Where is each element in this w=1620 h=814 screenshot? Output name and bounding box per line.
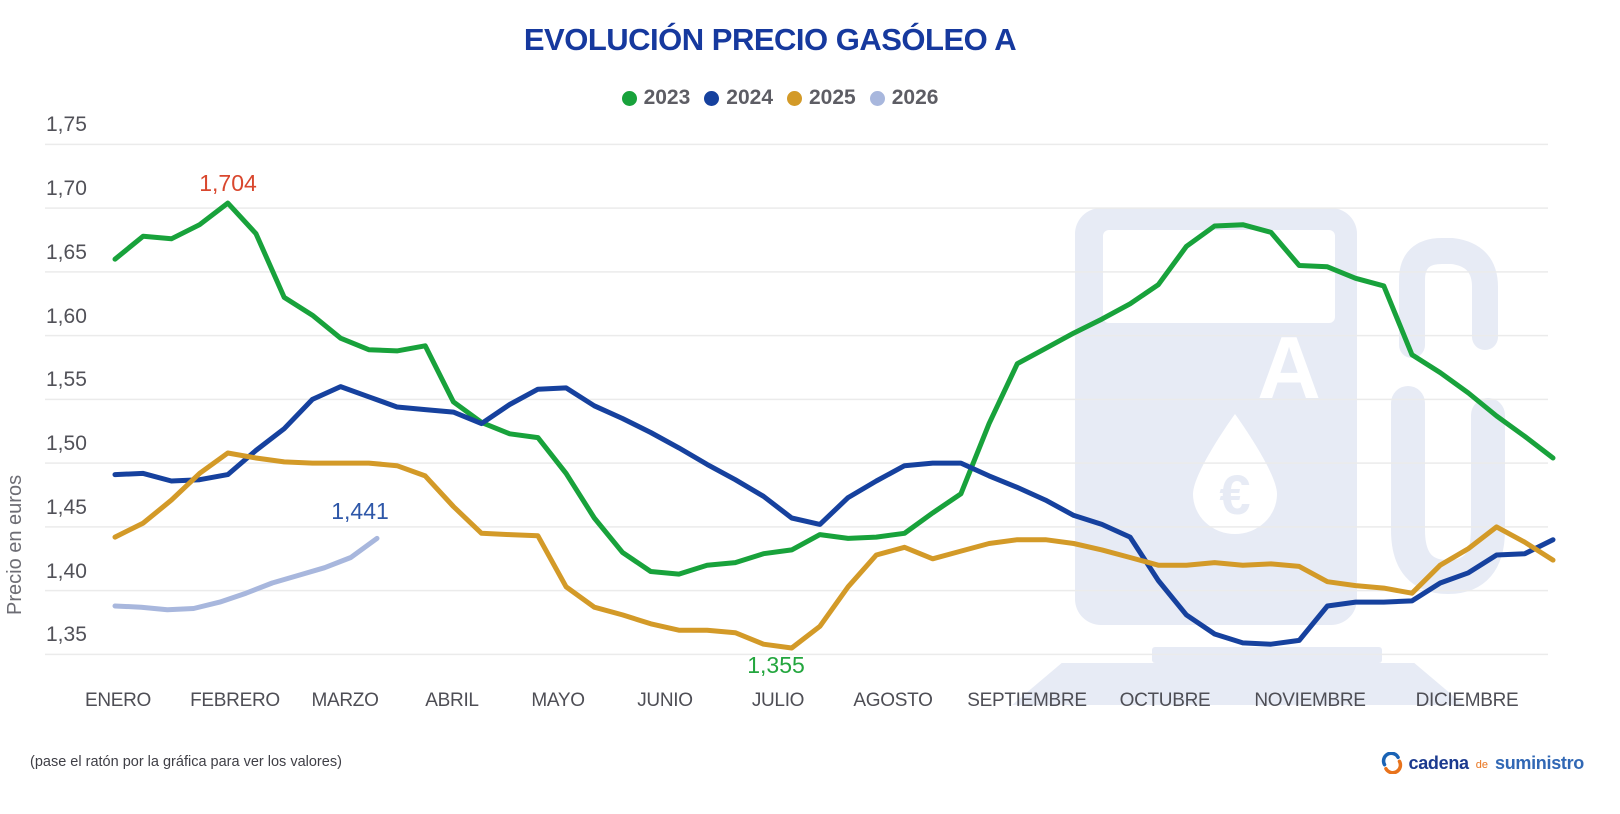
y-tick-label: 1,75	[46, 113, 87, 137]
y-tick-label: 1,40	[46, 559, 87, 583]
x-axis-month-abril: ABRIL	[425, 690, 479, 711]
y-tick-label: 1,70	[46, 177, 87, 201]
x-axis-month-julio: JULIO	[751, 690, 805, 711]
legend-label: 2024	[726, 86, 773, 109]
legend: 2023 2024 2025 2026	[0, 86, 1560, 110]
legend-item-2025[interactable]: 2025	[787, 86, 856, 110]
x-axis-month-septiembre: SEPTIEMBRE	[967, 690, 1087, 711]
x-axis-month-diciembre: DICIEMBRE	[1415, 690, 1519, 711]
y-tick-label: 1,65	[46, 240, 87, 264]
hover-hint-text: (pase el ratón por la gráfica para ver l…	[30, 754, 342, 770]
x-axis-month-febrero: FEBRERO	[190, 690, 280, 711]
legend-label: 2023	[643, 86, 691, 109]
x-axis-month-enero: ENERO	[84, 690, 152, 711]
legend-label: 2025	[809, 86, 856, 109]
x-axis-month-junio: JUNIO	[637, 690, 693, 711]
legend-item-2026[interactable]: 2026	[869, 86, 939, 110]
fuel-pump-base	[1012, 663, 1464, 705]
fuel-pump-letter-a: A	[1257, 318, 1321, 417]
y-tick-label: 1,55	[46, 368, 87, 392]
y-tick-label: 1,50	[46, 432, 87, 456]
chart-title: EVOLUCIÓN PRECIO GASÓLEO A	[523, 22, 1017, 57]
value-annotation-2023: 1,704	[199, 170, 257, 196]
legend-dot-icon	[787, 90, 802, 106]
svg-text:€: €	[1219, 463, 1250, 526]
x-axis-month-noviembre: NOVIEMBRE	[1254, 690, 1366, 711]
x-axis-month-agosto: AGOSTO	[853, 690, 933, 711]
series-line-2023[interactable]	[112, 200, 1556, 577]
logo-word-suministro: suministro	[1494, 752, 1584, 773]
legend-dot-icon	[704, 90, 720, 106]
y-axis-title: Precio en euros	[4, 474, 26, 616]
legend-item-2023[interactable]: 2023	[621, 86, 691, 110]
value-annotation-2026: 1,441	[331, 498, 389, 524]
y-tick-label: 1,45	[46, 495, 87, 519]
series-line-2024[interactable]	[112, 384, 1556, 647]
x-axis-month-mayo: MAYO	[531, 690, 585, 711]
legend-dot-icon	[869, 90, 885, 106]
legend-item-2024[interactable]: 2024	[704, 86, 773, 110]
series-line-2025[interactable]	[112, 450, 1556, 651]
y-tick-label: 1,35	[46, 623, 87, 647]
euro-droplet-icon: €	[1193, 414, 1277, 534]
x-axis-month-marzo: MARZO	[311, 690, 379, 711]
series-line-2026[interactable]	[112, 535, 380, 613]
y-tick-label: 1,60	[46, 304, 87, 328]
legend-label: 2026	[891, 86, 939, 109]
value-annotation-2025: 1,355	[747, 652, 805, 678]
legend-dot-icon	[621, 90, 637, 106]
fuel-nozzle-hose-icon	[1391, 238, 1505, 595]
logo-word-cadena: cadena	[1408, 752, 1470, 773]
x-axis-month-octubre: OCTUBRE	[1119, 690, 1211, 711]
circular-arrows-icon	[1381, 752, 1402, 774]
logo-word-de: de	[1475, 759, 1488, 771]
fuel-pump-screen	[1103, 230, 1335, 323]
cadena-de-suministro-logo[interactable]: cadena de suministro	[1381, 752, 1584, 774]
